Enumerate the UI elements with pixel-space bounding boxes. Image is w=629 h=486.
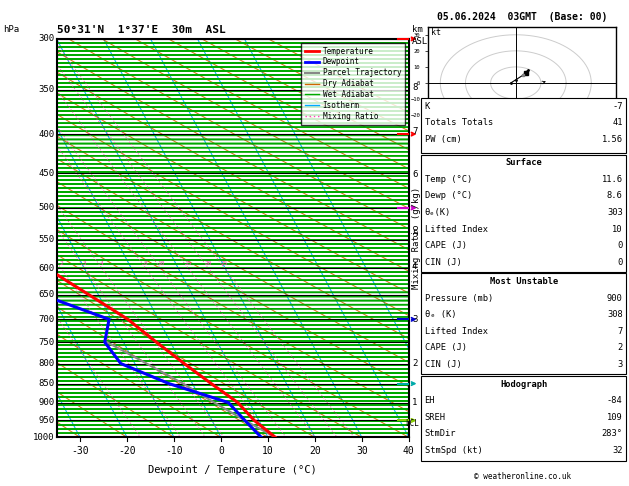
Legend: Temperature, Dewpoint, Parcel Trajectory, Dry Adiabat, Wet Adiabat, Isotherm, Mi: Temperature, Dewpoint, Parcel Trajectory…: [301, 43, 405, 125]
Text: Lifted Index: Lifted Index: [425, 327, 487, 336]
Text: 2: 2: [618, 343, 623, 352]
Text: Mixing Ratio (g/kg): Mixing Ratio (g/kg): [412, 187, 421, 289]
Text: 1000: 1000: [33, 433, 55, 442]
Text: 05.06.2024  03GMT  (Base: 00): 05.06.2024 03GMT (Base: 00): [437, 12, 607, 22]
Text: Hodograph: Hodograph: [500, 380, 547, 389]
Text: 0: 0: [218, 446, 224, 456]
Text: CAPE (J): CAPE (J): [425, 343, 467, 352]
Text: 6: 6: [412, 170, 418, 179]
Text: StmDir: StmDir: [425, 429, 456, 438]
Text: -10: -10: [165, 446, 183, 456]
Text: CAPE (J): CAPE (J): [425, 241, 467, 250]
Text: 8.6: 8.6: [607, 191, 623, 201]
Text: StmSpd (kt): StmSpd (kt): [425, 446, 482, 455]
Text: θₑ(K): θₑ(K): [425, 208, 451, 217]
Text: 303: 303: [607, 208, 623, 217]
Text: 41: 41: [612, 118, 623, 127]
Text: 283°: 283°: [602, 429, 623, 438]
Text: 750: 750: [39, 338, 55, 347]
Text: 800: 800: [39, 359, 55, 368]
Text: 0: 0: [618, 258, 623, 267]
Text: 900: 900: [39, 398, 55, 407]
Text: 30: 30: [356, 446, 368, 456]
Text: CIN (J): CIN (J): [425, 258, 461, 267]
Text: 1: 1: [412, 398, 418, 407]
Text: 3: 3: [412, 315, 418, 324]
Text: 7: 7: [618, 327, 623, 336]
Text: 3: 3: [83, 261, 86, 266]
Text: © weatheronline.co.uk: © weatheronline.co.uk: [474, 472, 571, 481]
Text: 850: 850: [39, 379, 55, 388]
Text: LCL: LCL: [406, 419, 420, 428]
Text: 20: 20: [309, 446, 321, 456]
Text: 0: 0: [618, 241, 623, 250]
Text: 500: 500: [39, 204, 55, 212]
Text: 10: 10: [157, 261, 164, 266]
Text: hPa: hPa: [3, 25, 19, 34]
Text: Dewp (°C): Dewp (°C): [425, 191, 472, 201]
Text: 600: 600: [39, 264, 55, 273]
Text: 20: 20: [205, 261, 213, 266]
Text: K: K: [425, 102, 430, 111]
Text: 50°31'N  1°37'E  30m  ASL: 50°31'N 1°37'E 30m ASL: [57, 25, 225, 35]
Text: 10: 10: [612, 225, 623, 234]
Text: EH: EH: [425, 396, 435, 405]
Text: CIN (J): CIN (J): [425, 360, 461, 369]
Text: 10: 10: [262, 446, 274, 456]
Text: 5: 5: [412, 229, 418, 239]
Text: 7: 7: [412, 127, 418, 136]
Text: 950: 950: [39, 416, 55, 425]
Text: ASL: ASL: [412, 37, 428, 46]
Text: 4: 4: [100, 261, 104, 266]
Text: -84: -84: [607, 396, 623, 405]
Text: PW (cm): PW (cm): [425, 135, 461, 144]
Text: -7: -7: [612, 102, 623, 111]
Text: 3: 3: [618, 360, 623, 369]
Text: Surface: Surface: [505, 158, 542, 168]
Text: 2: 2: [412, 359, 418, 368]
Text: 1.56: 1.56: [602, 135, 623, 144]
Text: km: km: [412, 25, 423, 34]
Text: kt: kt: [431, 28, 442, 37]
Text: 109: 109: [607, 413, 623, 422]
Text: 40: 40: [403, 446, 415, 456]
Text: 650: 650: [39, 290, 55, 299]
Text: Most Unstable: Most Unstable: [489, 277, 558, 286]
Text: 400: 400: [39, 130, 55, 139]
Text: 350: 350: [39, 86, 55, 94]
Text: 300: 300: [39, 35, 55, 43]
Text: 8: 8: [144, 261, 148, 266]
Text: SREH: SREH: [425, 413, 445, 422]
Text: 900: 900: [607, 294, 623, 303]
Text: -20: -20: [118, 446, 136, 456]
Text: 15: 15: [184, 261, 192, 266]
Text: θₑ (K): θₑ (K): [425, 310, 456, 319]
Text: 550: 550: [39, 235, 55, 244]
Text: 4: 4: [412, 262, 418, 271]
Text: 32: 32: [612, 446, 623, 455]
Text: 25: 25: [221, 261, 228, 266]
Text: 308: 308: [607, 310, 623, 319]
Text: 8: 8: [412, 83, 418, 91]
Text: -30: -30: [71, 446, 89, 456]
Text: Dewpoint / Temperature (°C): Dewpoint / Temperature (°C): [148, 465, 317, 475]
Text: Temp (°C): Temp (°C): [425, 175, 472, 184]
Text: 700: 700: [39, 315, 55, 324]
Text: Totals Totals: Totals Totals: [425, 118, 493, 127]
Text: 2: 2: [59, 261, 63, 266]
Text: Pressure (mb): Pressure (mb): [425, 294, 493, 303]
Text: 450: 450: [39, 169, 55, 177]
Text: Lifted Index: Lifted Index: [425, 225, 487, 234]
Text: 11.6: 11.6: [602, 175, 623, 184]
